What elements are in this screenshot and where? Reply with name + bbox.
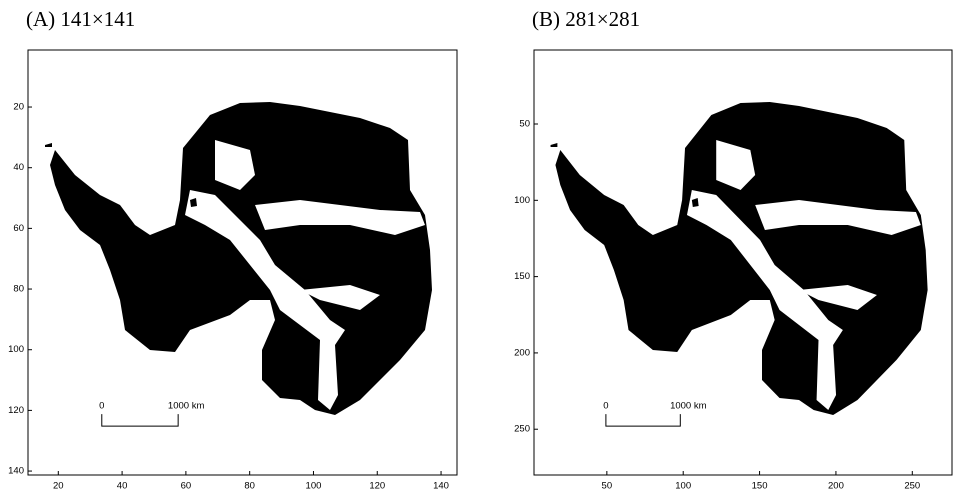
y-tick-label: 150 xyxy=(514,271,530,282)
scale-bar xyxy=(605,414,681,427)
panel-title: (B) 281×281 xyxy=(532,7,640,31)
scale-bar xyxy=(101,414,179,427)
y-tick-label: 20 xyxy=(13,102,24,113)
y-tick-label: 40 xyxy=(13,162,24,173)
y-tick-label: 200 xyxy=(514,347,530,358)
x-tick-label: 100 xyxy=(675,481,691,492)
x-tick-label: 150 xyxy=(752,481,768,492)
axes-frame xyxy=(27,49,458,476)
y-tick-label: 100 xyxy=(8,344,24,355)
axes-frame xyxy=(533,49,953,476)
y-tick-label: 250 xyxy=(514,424,530,435)
x-tick-label: 80 xyxy=(244,481,255,492)
y-tick-label: 50 xyxy=(519,119,530,130)
y-tick-label: 80 xyxy=(13,284,24,295)
x-tick-label: 250 xyxy=(904,481,920,492)
x-tick-label: 200 xyxy=(828,481,844,492)
x-tick-label: 60 xyxy=(181,481,192,492)
y-tick-label: 140 xyxy=(8,466,24,477)
scale-label: 1000 km xyxy=(670,401,707,412)
x-tick-label: 100 xyxy=(306,481,322,492)
panel-title: (A) 141×141 xyxy=(26,7,135,31)
y-tick-label: 60 xyxy=(13,223,24,234)
map-image xyxy=(45,102,432,415)
y-tick-label: 120 xyxy=(8,405,24,416)
scale-label: 0 xyxy=(603,401,608,412)
x-tick-label: 140 xyxy=(433,481,449,492)
map-image xyxy=(550,102,928,415)
scale-label: 0 xyxy=(99,401,104,412)
x-tick-label: 20 xyxy=(53,481,64,492)
x-tick-label: 40 xyxy=(117,481,128,492)
scale-label: 1000 km xyxy=(168,401,205,412)
y-tick-label: 100 xyxy=(514,195,530,206)
x-tick-label: 50 xyxy=(602,481,613,492)
x-tick-label: 120 xyxy=(369,481,385,492)
